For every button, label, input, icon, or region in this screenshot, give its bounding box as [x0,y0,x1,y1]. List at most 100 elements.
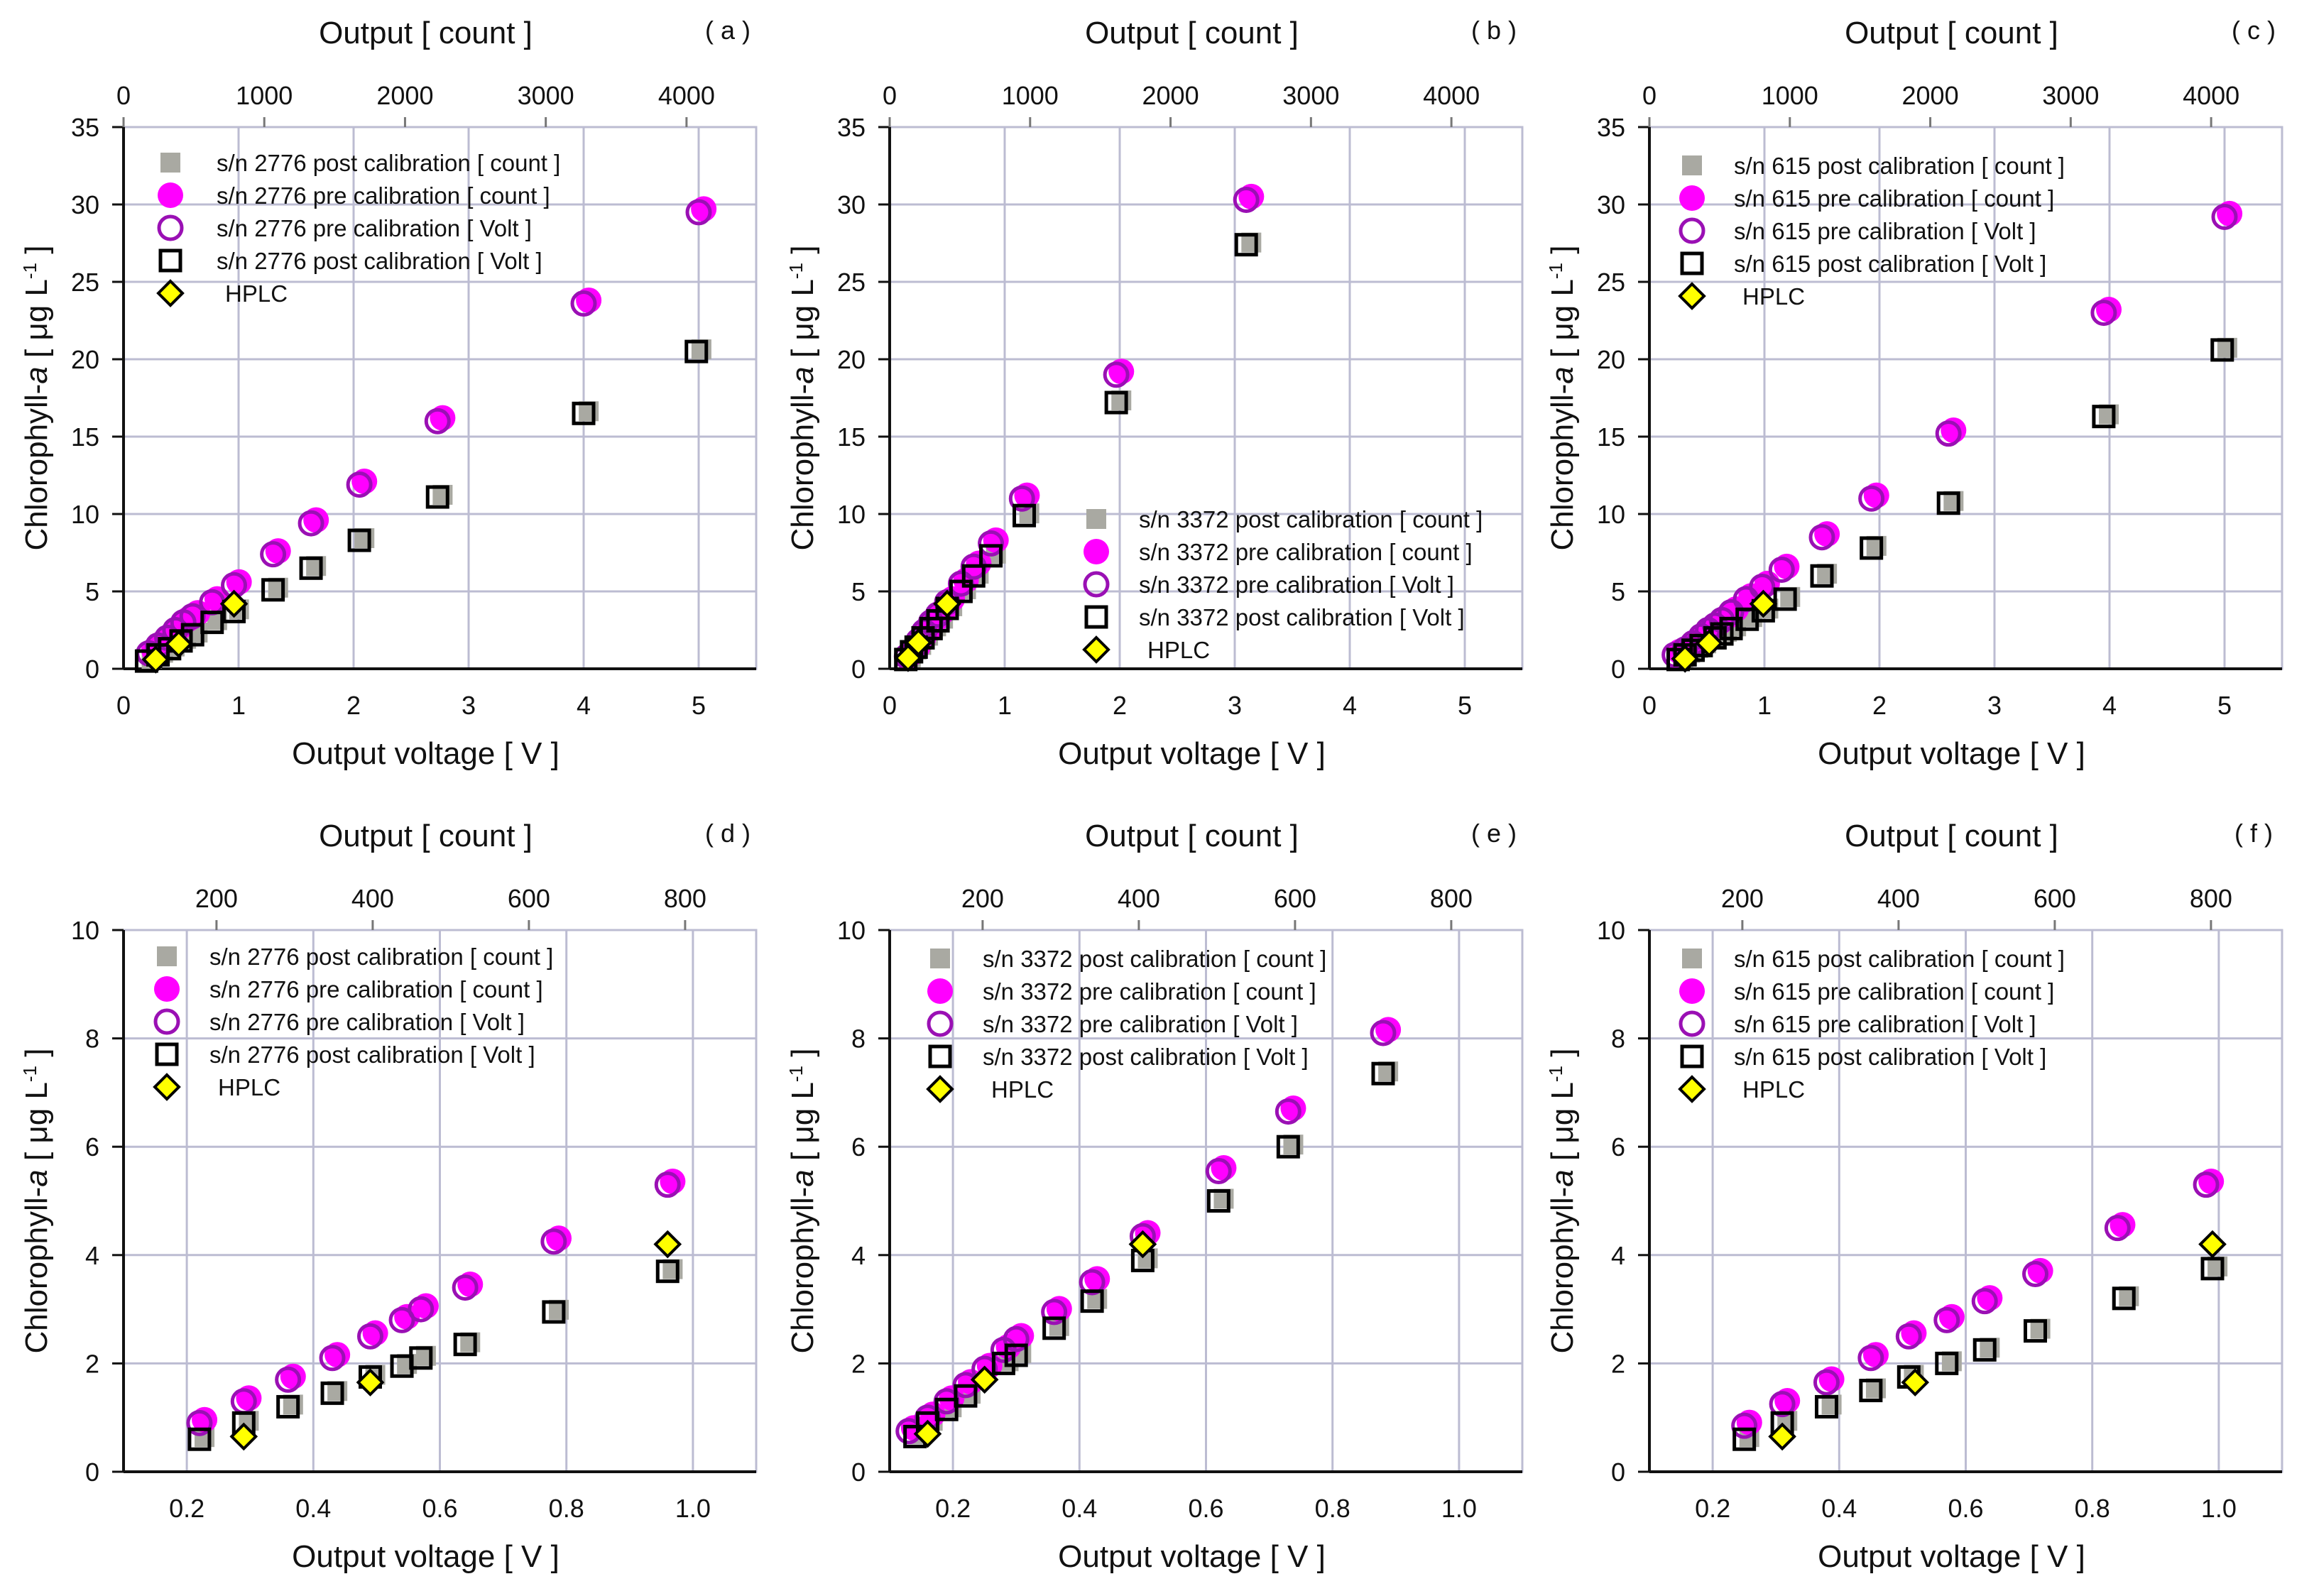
x-tick-label: 3 [462,691,476,720]
pre-calibration-volt-point [978,530,1005,557]
pre-calibration-volt-point [570,290,597,317]
y-axis-title: Chlorophyll-a [ μg L-1 ] [19,245,54,550]
hplc-point [970,1365,999,1394]
y-axis-title-part: ] [19,245,54,262]
top-tick-label: 400 [1118,884,1160,913]
y-tick-label: 25 [1597,268,1625,297]
x-tick-label: 1 [231,691,246,720]
post-calibration-volt-point [1234,233,1258,257]
y-tick-label: 0 [85,1458,99,1487]
x-tick-label: 0.8 [2075,1494,2110,1523]
y-tick-label: 20 [837,345,866,374]
top-tick-label: 2000 [1902,81,1959,110]
pre-calibration-volt-point [1769,1391,1796,1418]
y-tick-label: 6 [851,1132,866,1162]
y-axis-title: Chlorophyll-a [ μg L-1 ] [785,1048,820,1353]
y-tick-label: 10 [1597,916,1625,945]
x-tick-label: 0 [883,691,897,720]
post-calibration-volt-point [1013,503,1037,528]
x-tick-label: 2 [1872,691,1887,720]
hplc-point [1749,589,1778,618]
post-calibration-volt-point [1972,1338,1997,1362]
top-tick-label: 3000 [518,81,574,110]
y-axis-title-part: Chlorophyll- [19,1187,54,1354]
x-tick-label: 5 [2217,691,2232,720]
hplc-point [913,1419,942,1448]
legend-label: HPLC [225,280,288,307]
hplc-point [653,1230,682,1259]
y-axis-title-part: [ μg L [19,279,54,366]
legend-marker-pre-volt [153,1008,180,1035]
y-tick-label: 2 [851,1349,866,1378]
post-calibration-volt-point [187,1427,212,1451]
hplc-point [1695,629,1724,657]
legend-marker-hplc [1678,282,1706,310]
legend-label: HPLC [1742,1076,1805,1103]
top-axis-title: Output [ count ] [319,16,533,50]
pre-calibration-volt-point [1768,556,1795,583]
pre-calibration-volt-point [1205,1158,1232,1185]
legend-label: s/n 3372 pre calibration [ count ] [983,978,1316,1005]
top-tick-label: 3000 [1282,81,1339,110]
y-tick-label: 30 [837,190,866,219]
post-calibration-volt-point [2024,1319,2048,1343]
y-axis-title-part: -1 [785,263,807,279]
post-calibration-volt-point [320,1381,344,1405]
hplc-point [164,630,193,658]
legend-marker-post-volt [158,248,182,273]
pre-calibration-volt-point [654,1171,681,1198]
pre-calibration-volt-point [1233,186,1260,213]
top-axis-title: Output [ count ] [319,819,533,853]
legend-marker-post-volt [928,1044,952,1068]
legend-marker-post-count [1682,155,1702,175]
post-calibration-volt-point [1080,1289,1104,1313]
post-calibration-volt-point [453,1333,477,1357]
post-calibration-volt-point [1810,564,1834,588]
post-calibration-volt-point [1004,1343,1028,1367]
legend-label: s/n 3372 post calibration [ Volt ] [1139,604,1465,630]
pre-calibration-volt-point [298,510,324,537]
pre-calibration-volt-point [2022,1261,2049,1288]
pre-calibration-volt-point [1858,485,1885,512]
pre-calibration-volt-point [540,1228,567,1255]
legend-marker-pre-count [1679,978,1705,1004]
legend-label: s/n 615 post calibration [ count ] [1734,946,2065,972]
y-tick-label: 35 [71,113,99,142]
y-tick-label: 30 [1597,190,1625,219]
legend-marker-pre-volt [1679,217,1706,244]
x-axis-title: Output voltage [ V ] [292,1539,560,1574]
y-axis-title-part: [ μg L [1545,279,1580,366]
top-tick-label: 600 [1274,884,1316,913]
top-tick-label: 200 [1721,884,1764,913]
x-tick-label: 0.8 [549,1494,584,1523]
y-axis-title-part: ] [1545,245,1580,262]
x-tick-label: 1.0 [1441,1494,1477,1523]
y-tick-label: 2 [1611,1349,1625,1378]
hplc-point [933,589,961,618]
legend-label: s/n 3372 post calibration [ Volt ] [983,1044,1309,1070]
post-calibration-volt-point [1814,1394,1838,1419]
hplc-point [229,1422,258,1451]
legend-marker-pre-count [154,976,180,1002]
legend-marker-post-count [160,153,180,173]
y-axis-title-part: a [19,366,54,383]
legend-label: s/n 615 pre calibration [ Volt ] [1734,1011,2036,1037]
legend-marker-hplc [926,1075,954,1103]
chart-panel-a: 0 5 10 15 20 25 30 35 0 1 2 3 4 5 0 1000 2000 3000 4000 Out… [19,16,758,771]
pre-calibration-volt-point [424,408,451,434]
legend-marker-pre-volt [157,214,184,241]
y-tick-label: 10 [837,500,866,529]
x-tick-label: 0.6 [422,1494,457,1523]
top-tick-label: 600 [2034,884,2076,913]
post-calibration-volt-point [1104,390,1128,415]
legend-label: s/n 2776 post calibration [ count ] [209,944,553,970]
legend-marker-post-volt [1084,605,1108,629]
y-tick-label: 8 [851,1024,866,1054]
x-tick-label: 0.4 [1062,1494,1097,1523]
hplc-point [219,589,249,618]
y-axis-title-part: -1 [1545,1066,1566,1082]
post-calibration-volt-point [542,1300,566,1324]
pre-calibration-volt-point [1933,1306,1960,1333]
post-calibration-volt-point [1773,587,1797,611]
y-axis-title-part: Chlorophyll- [1545,384,1580,551]
